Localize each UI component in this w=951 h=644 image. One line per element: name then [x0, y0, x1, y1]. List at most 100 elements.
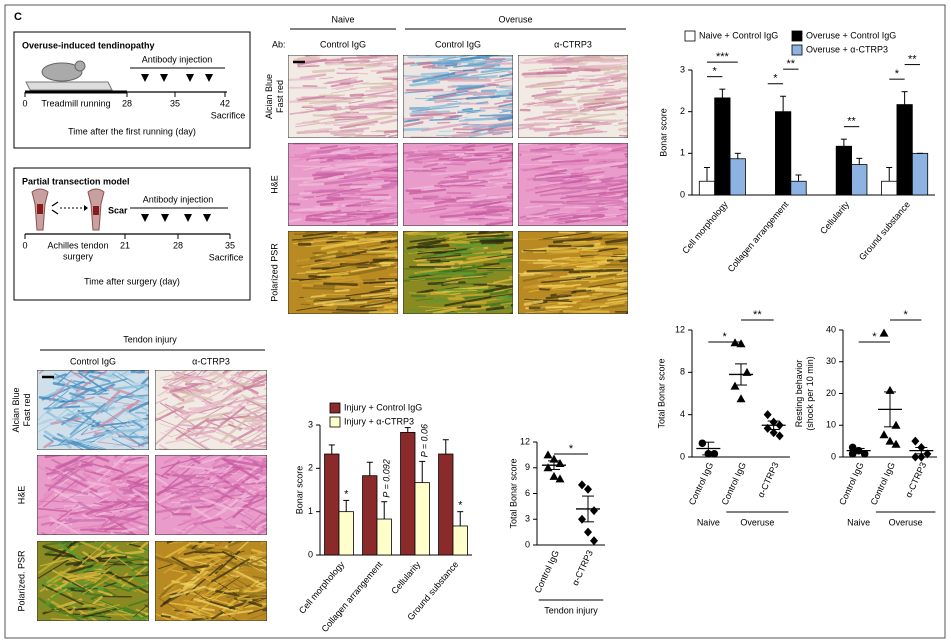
- fiber: [294, 116, 333, 125]
- fiber: [571, 242, 590, 247]
- row-label: Alcian Blue: [264, 74, 274, 119]
- surgery-label: surgery: [63, 251, 94, 261]
- fiber: [345, 239, 385, 247]
- y-tick-label: 0: [680, 189, 685, 199]
- fiber: [69, 541, 81, 546]
- y-tick-label: 3: [525, 514, 530, 524]
- fiber: [470, 305, 491, 311]
- fiber: [504, 154, 513, 159]
- fiber: [616, 282, 628, 286]
- fiber: [140, 375, 149, 386]
- fiber: [169, 602, 199, 608]
- fiber: [579, 129, 600, 133]
- fiber: [221, 550, 238, 560]
- micrograph: [155, 455, 267, 535]
- fiber: [546, 207, 561, 212]
- fiber: [248, 563, 267, 567]
- fiber: [113, 439, 149, 448]
- fiber: [302, 196, 315, 199]
- fiber: [364, 174, 398, 178]
- fiber: [625, 193, 628, 196]
- fiber: [216, 379, 242, 394]
- fiber: [52, 437, 101, 450]
- fiber: [476, 101, 489, 105]
- row-label: H&E: [269, 175, 279, 194]
- fiber: [334, 168, 358, 173]
- fiber: [343, 245, 360, 249]
- micrograph: [288, 231, 398, 314]
- mouse: [41, 62, 83, 82]
- fiber: [493, 286, 513, 293]
- fiber: [499, 87, 513, 89]
- fiber: [256, 585, 267, 589]
- fiber: [198, 500, 228, 515]
- fiber: [238, 431, 260, 443]
- fiber: [357, 190, 370, 194]
- fiber: [81, 608, 117, 619]
- fiber: [467, 91, 496, 96]
- fiber: [496, 294, 513, 300]
- fiber: [425, 143, 459, 149]
- fiber: [288, 217, 302, 223]
- fiber: [306, 269, 326, 273]
- fiber: [578, 147, 599, 154]
- fiber: [192, 375, 215, 389]
- fiber: [182, 516, 212, 523]
- fiber: [523, 283, 544, 289]
- fiber: [186, 591, 231, 605]
- fiber: [126, 506, 148, 511]
- fiber: [94, 541, 108, 547]
- fiber: [414, 98, 463, 100]
- arrow-head: [84, 205, 88, 211]
- fiber: [618, 105, 628, 110]
- fiber: [165, 439, 184, 444]
- fiber: [359, 121, 374, 126]
- fiber: [501, 251, 513, 254]
- fiber: [318, 272, 349, 276]
- fiber: [231, 464, 262, 486]
- fiber: [559, 92, 590, 100]
- fiber: [430, 290, 478, 293]
- fiber: [232, 498, 249, 505]
- fiber: [365, 301, 398, 308]
- fiber: [165, 558, 196, 572]
- fiber: [163, 455, 183, 464]
- fiber: [44, 483, 89, 496]
- fiber: [540, 182, 559, 186]
- fiber: [584, 107, 598, 111]
- fiber: [576, 207, 599, 212]
- fiber: [294, 157, 311, 162]
- fiber: [98, 427, 148, 435]
- fiber: [133, 501, 149, 510]
- fiber: [257, 422, 267, 432]
- injection-label: Antibody injection: [143, 194, 214, 204]
- significance-label: ***: [716, 51, 730, 63]
- fiber: [348, 115, 393, 126]
- fiber: [128, 543, 143, 548]
- fiber: [49, 516, 84, 535]
- fiber: [258, 374, 267, 379]
- y-tick-label: 0: [831, 451, 836, 461]
- sacrifice-label: Sacrifice: [211, 110, 246, 120]
- fiber: [290, 279, 334, 282]
- fiber: [551, 159, 590, 164]
- fiber: [468, 280, 483, 284]
- column-header: Control IgG: [435, 39, 481, 49]
- fiber: [348, 100, 365, 104]
- fiber: [382, 259, 398, 264]
- fiber: [181, 411, 229, 424]
- micrograph: [155, 541, 267, 621]
- fiber: [57, 615, 70, 618]
- fiber: [595, 79, 612, 83]
- fiber: [55, 419, 82, 426]
- fiber: [562, 240, 587, 244]
- fiber: [110, 463, 149, 482]
- timeline-ticks: [24, 234, 231, 239]
- fiber: [519, 143, 532, 146]
- fiber: [193, 597, 240, 613]
- fiber: [538, 143, 574, 145]
- fiber: [98, 426, 112, 431]
- fiber: [597, 178, 627, 184]
- fiber: [376, 67, 398, 74]
- fiber: [623, 270, 628, 273]
